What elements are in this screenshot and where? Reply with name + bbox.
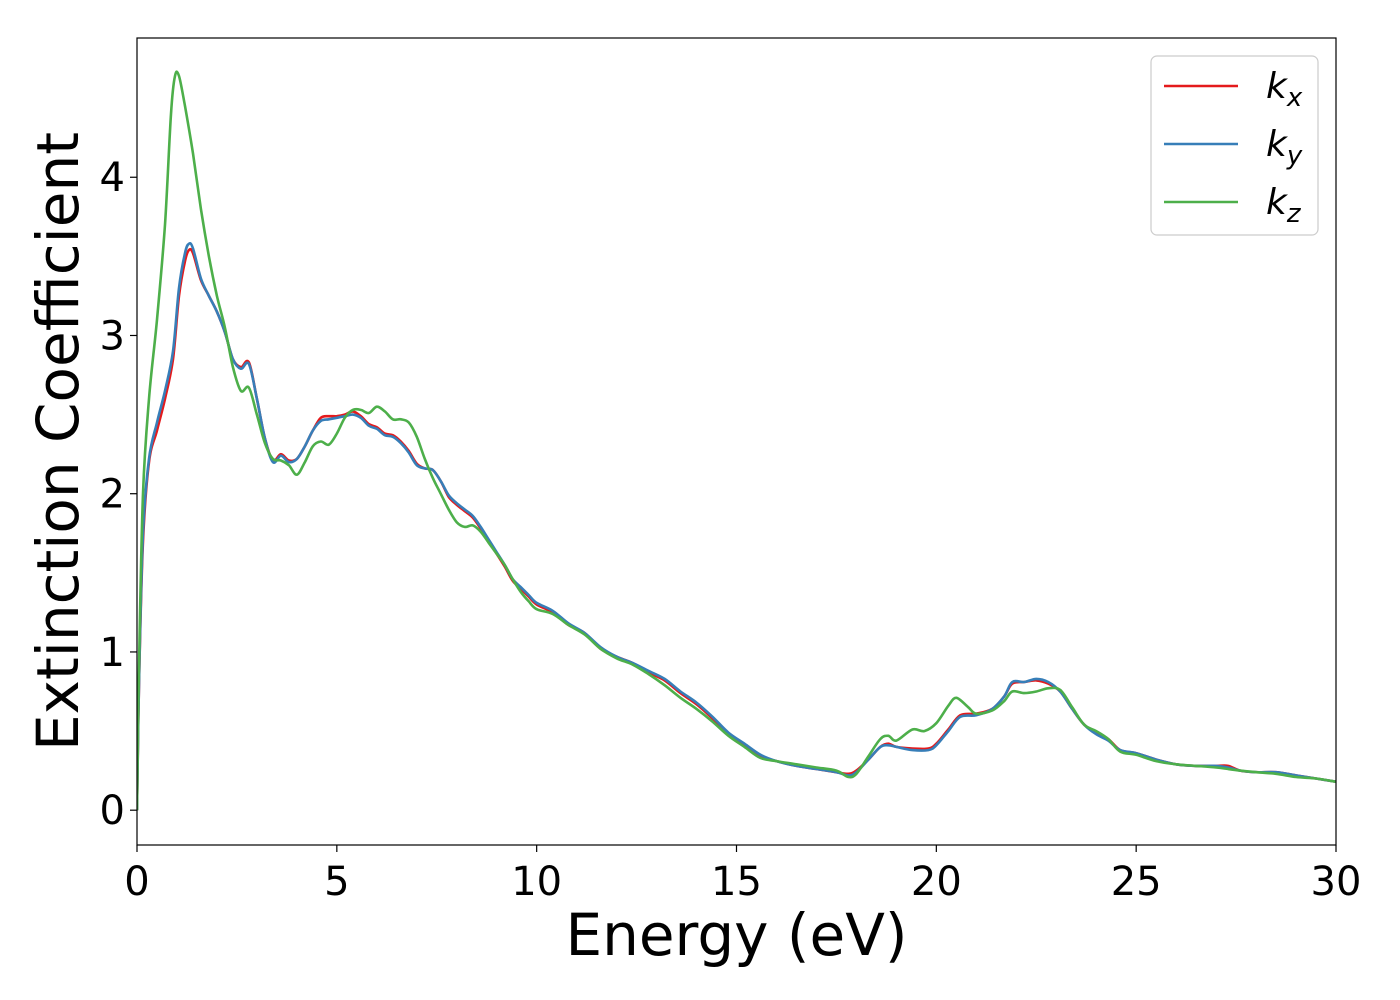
y-tick-label: 4 xyxy=(100,155,125,201)
y-axis-title: Extinction Coefficient xyxy=(24,132,92,751)
legend: kx ky kz xyxy=(1150,55,1319,236)
y-tick-label: 3 xyxy=(100,313,125,359)
y-tick-label: 1 xyxy=(100,630,125,676)
series-line-k-z xyxy=(137,70,1336,811)
x-tick-label: 20 xyxy=(911,859,962,905)
legend-label: kz xyxy=(1266,182,1302,229)
x-tick-label: 0 xyxy=(124,859,149,905)
x-axis-title: Energy (eV) xyxy=(565,901,907,969)
y-tick-label: 0 xyxy=(100,788,125,834)
x-tick-label: 5 xyxy=(324,859,349,905)
legend-box xyxy=(1150,55,1319,236)
x-tick-label: 30 xyxy=(1311,859,1362,905)
y-tick-label: 2 xyxy=(100,472,125,518)
x-tick-label: 10 xyxy=(511,859,562,905)
legend-label: ky xyxy=(1266,124,1303,171)
y-axis: 0 1 2 3 4 xyxy=(100,155,137,834)
series-line-k-y xyxy=(137,242,1336,811)
series-line-k-x xyxy=(137,247,1336,811)
legend-label: kx xyxy=(1266,66,1303,113)
series-layer xyxy=(137,70,1336,811)
x-tick-label: 15 xyxy=(711,859,762,905)
x-axis: 0 5 10 15 20 25 30 xyxy=(124,845,1361,905)
x-tick-label: 25 xyxy=(1111,859,1162,905)
